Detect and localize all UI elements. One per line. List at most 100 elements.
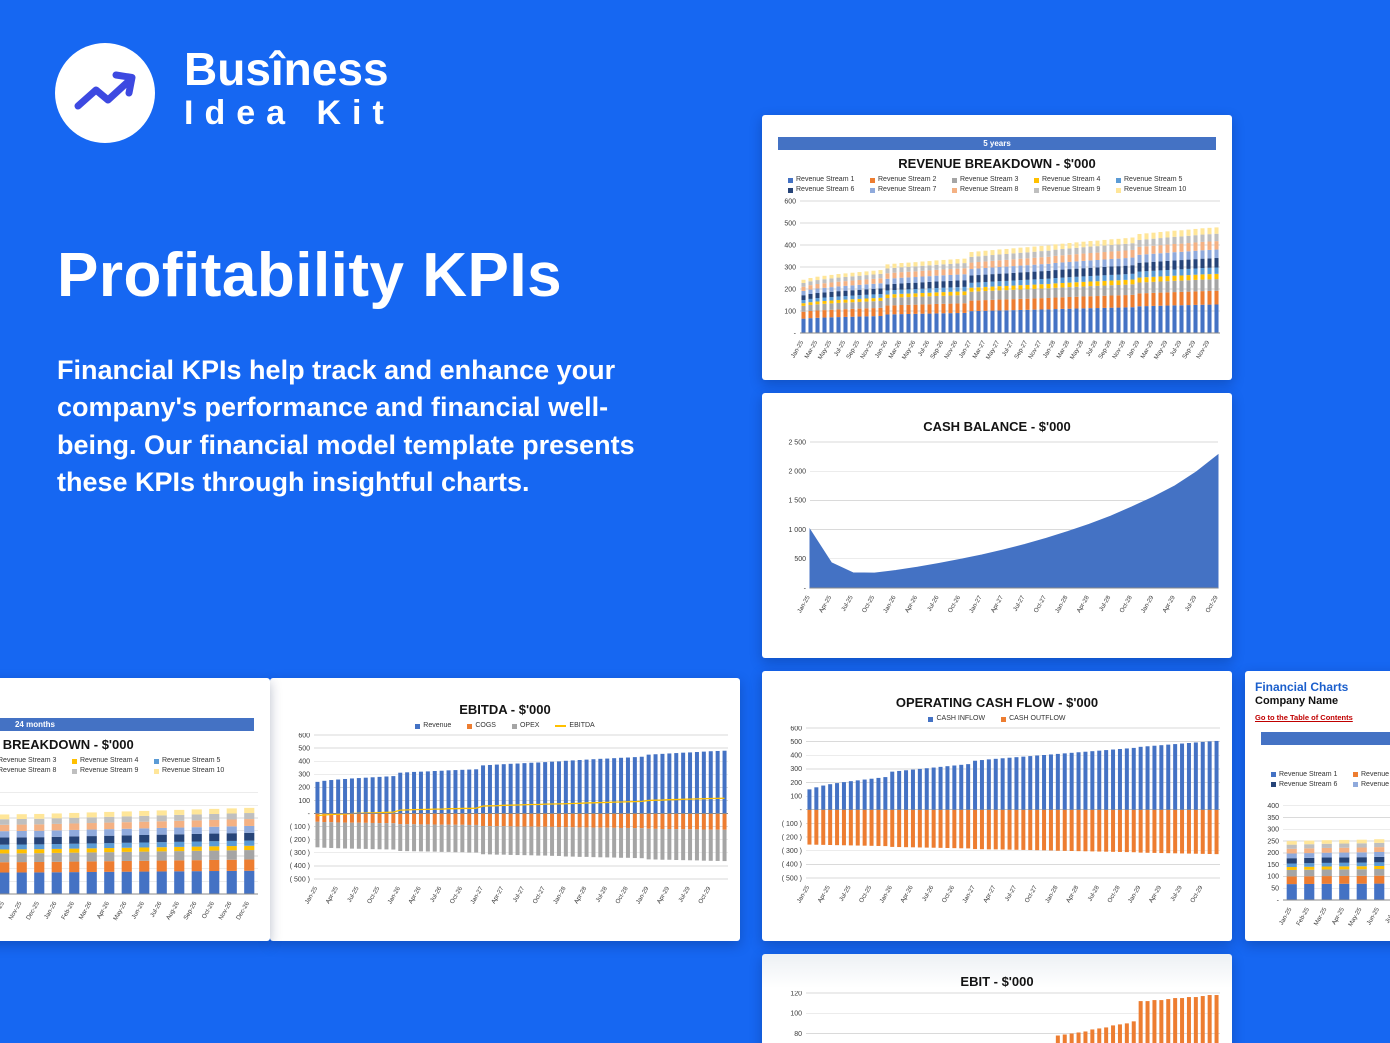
legend-item: Revenue Stream 9: [1034, 185, 1116, 195]
panel-cash-balance: CASH BALANCE - $'000 2 500 2 000 1 500 1 00…: [762, 393, 1232, 658]
chart-legend: Revenue Stream 1 Revenue Stream 2 Revenue …: [1245, 770, 1390, 790]
legend-label: Revenue Stream 8: [0, 767, 57, 774]
svg-text:300: 300: [1267, 826, 1279, 833]
svg-text:350: 350: [1267, 815, 1279, 822]
svg-text:Jul-26: Jul-26: [149, 900, 164, 919]
svg-text:Jan-28: Jan-28: [552, 885, 568, 905]
svg-text:100: 100: [1267, 874, 1279, 881]
svg-text:Apr-29: Apr-29: [1148, 884, 1164, 904]
legend-label: Revenue: [423, 722, 452, 729]
legend-label: Revenue Stream 1: [796, 176, 855, 183]
svg-text:( 500 ): ( 500 ): [782, 875, 802, 882]
chart-legend: Revenue COGS OPEX EBITDA: [270, 721, 740, 731]
svg-text:May-28: May-28: [1069, 339, 1086, 361]
legend-item: Revenue Stream 1: [788, 175, 870, 185]
legend-label: Revenue Stream 9: [80, 767, 139, 774]
legend-label: Revenue Stream 1: [1279, 770, 1338, 778]
chart-title: EBITDA - $'000: [459, 702, 551, 717]
svg-text:100: 100: [790, 1011, 802, 1018]
brand-block: Busîness Idea Kit: [52, 40, 395, 146]
svg-text:( 500 ): ( 500 ): [290, 876, 310, 883]
legend-item: Revenue Stream 6: [1271, 780, 1353, 790]
brand-name: Busîness: [184, 43, 389, 95]
chart-svg: 600 500 400 300 200 100 - ( 100 ) ( 200 ) ( 300 )…: [290, 733, 728, 905]
svg-text:Nov-25: Nov-25: [7, 900, 23, 921]
chart-svg: 12010080604020-( 20 )( 40 )Jan-25Apr-25J…: [790, 991, 1220, 1043]
svg-text:( 400 ): ( 400 ): [290, 863, 310, 870]
svg-text:Oct-27: Oct-27: [1033, 594, 1049, 614]
svg-text:Oct-29: Oct-29: [1204, 594, 1220, 614]
svg-text:200: 200: [1267, 850, 1279, 857]
svg-text:Nov-26: Nov-26: [217, 900, 233, 921]
svg-text:Oct-27: Oct-27: [1024, 884, 1040, 904]
svg-text:May-25: May-25: [817, 339, 834, 361]
legend-swatch: [154, 768, 159, 774]
legend-label: Revenue Stream 6: [1279, 780, 1338, 788]
svg-text:Nov-26: Nov-26: [943, 339, 959, 360]
legend-swatch: [555, 725, 567, 727]
svg-text:500: 500: [794, 556, 806, 563]
svg-text:-: -: [800, 807, 803, 814]
svg-text:Apr-26: Apr-26: [96, 900, 112, 920]
period-badge: 5 years: [778, 137, 1216, 150]
svg-text:500: 500: [784, 220, 796, 227]
legend-label: Revenue Stream 3: [0, 757, 57, 764]
legend-label: Revenue Stream 7: [1361, 780, 1390, 788]
svg-text:Nov-25: Nov-25: [859, 339, 875, 360]
svg-text:Oct-25: Oct-25: [0, 900, 6, 920]
svg-text:May-26: May-26: [112, 900, 129, 922]
svg-text:500: 500: [298, 745, 310, 752]
legend-swatch: [72, 768, 77, 774]
svg-text:Oct-26: Oct-26: [947, 594, 963, 614]
legend-item: OPEX: [511, 721, 539, 731]
svg-text:Apr-27: Apr-27: [982, 884, 998, 904]
svg-text:Jan-29: Jan-29: [635, 885, 651, 905]
svg-text:Jul-25: Jul-25: [346, 885, 361, 904]
legend-label: Revenue Stream 8: [960, 186, 1019, 193]
svg-text:500: 500: [790, 739, 802, 746]
panel-operating-cash-flow: OPERATING CASH FLOW - $'000 CASH INFLOW C…: [762, 671, 1232, 941]
chart-title: [1245, 751, 1390, 766]
legend-item: Revenue Stream 5: [154, 756, 236, 766]
svg-text:Apr-28: Apr-28: [1065, 884, 1081, 904]
svg-text:Jan-25: Jan-25: [796, 594, 812, 614]
panel-revenue-breakdown-24m: 24 months REVENUE BREAKDOWN - $'000 Reve…: [0, 678, 270, 941]
chart-plot: 600 500 400 300 200 100- Jan-25 Mar-25 May-25 Jul…: [762, 197, 1232, 379]
period-badge-label: 5 years: [983, 139, 1011, 148]
svg-text:Apr-25: Apr-25: [818, 594, 834, 614]
svg-text:Jan-26: Jan-26: [43, 900, 59, 920]
legend-item: Revenue Stream 8: [0, 766, 72, 776]
table-of-contents-link[interactable]: Go to the Table of Contents: [1255, 713, 1353, 723]
legend-item: CASH OUTFLOW: [1001, 714, 1066, 724]
svg-text:Jul-28: Jul-28: [1098, 594, 1113, 613]
legend-label: Revenue Stream 10: [162, 767, 225, 774]
svg-text:Jul-25: Jul-25: [1384, 906, 1390, 925]
svg-text:300: 300: [790, 766, 802, 773]
svg-text:Jan-25: Jan-25: [304, 885, 320, 905]
svg-text:Oct-26: Oct-26: [201, 900, 217, 920]
svg-text:200: 200: [298, 785, 310, 792]
chart-title: REVENUE BREAKDOWN - $'000: [898, 156, 1096, 171]
svg-text:Jan-28: Jan-28: [1044, 884, 1060, 904]
legend-swatch: [1001, 716, 1007, 722]
legend-swatch: [1116, 177, 1121, 183]
svg-text:Apr-27: Apr-27: [990, 594, 1006, 614]
svg-text:Jul-26: Jul-26: [429, 885, 444, 904]
svg-text:Oct-28: Oct-28: [1106, 884, 1122, 904]
svg-text:300: 300: [784, 264, 796, 271]
legend-label: Revenue Stream 6: [796, 186, 855, 193]
financial-charts-title: Financial Charts: [1255, 680, 1349, 694]
svg-text:Oct-25: Oct-25: [861, 594, 877, 614]
svg-text:Jan-25: Jan-25: [796, 884, 812, 904]
svg-text:1 500: 1 500: [788, 498, 806, 505]
svg-text:80: 80: [794, 1031, 802, 1038]
svg-text:Apr-25: Apr-25: [1331, 906, 1347, 926]
legend-swatch: [154, 758, 159, 764]
legend-swatch: [1353, 782, 1358, 788]
svg-text:May-25: May-25: [1347, 906, 1364, 928]
chart-title: OPERATING CASH FLOW - $'000: [895, 695, 1099, 710]
svg-text:1 000: 1 000: [788, 527, 806, 534]
svg-text:Jul-29: Jul-29: [1169, 884, 1184, 903]
